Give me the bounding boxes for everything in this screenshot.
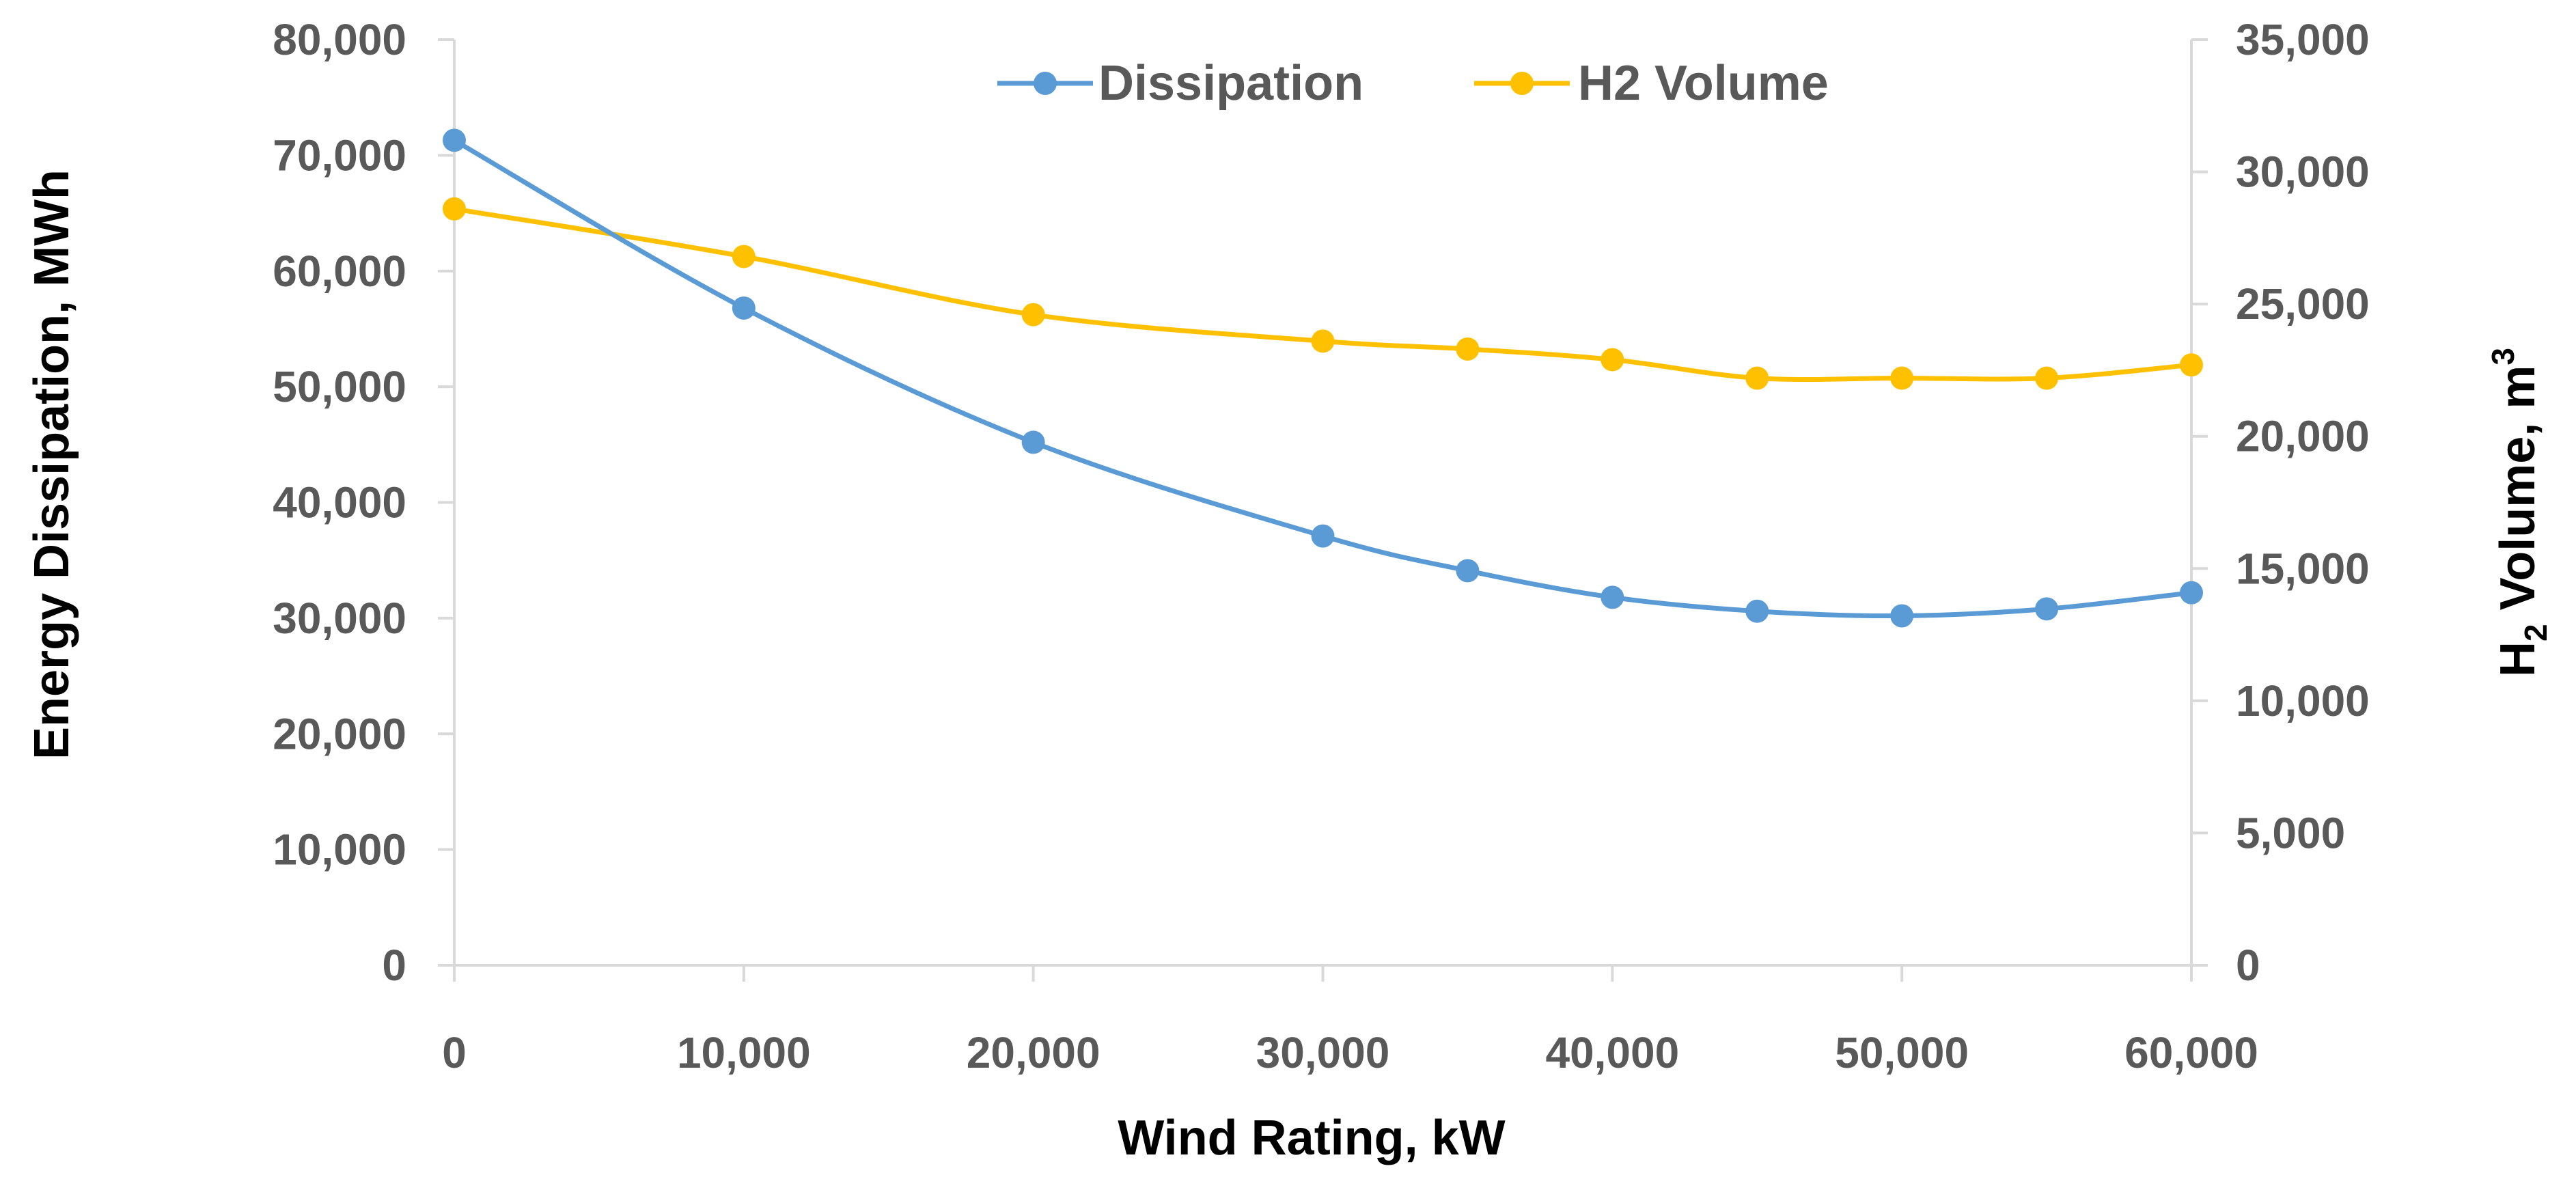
y-tick-label-right: 10,000 — [2236, 676, 2370, 725]
x-axis-title: Wind Rating, kW — [1118, 1111, 1505, 1165]
data-point-dissipation — [1745, 599, 1769, 623]
y-tick-label-right: 20,000 — [2236, 412, 2370, 461]
x-tick-label: 0 — [442, 1028, 467, 1077]
legend-marker-dissipation — [1034, 72, 1057, 95]
y2-title-sup: 3 — [2485, 348, 2521, 365]
data-point-dissipation — [1311, 524, 1335, 548]
x-tick-label: 10,000 — [677, 1028, 811, 1077]
legend-label-h2-volume: H2 Volume — [1578, 56, 1829, 111]
x-tick-label: 30,000 — [1256, 1028, 1390, 1077]
legend-label-dissipation: Dissipation — [1098, 56, 1363, 111]
y-tick-label-right: 0 — [2236, 941, 2260, 990]
x-tick-label: 50,000 — [1835, 1028, 1969, 1077]
series-layer — [443, 128, 2203, 628]
y-tick-label-right: 25,000 — [2236, 279, 2370, 329]
x-axis-ticks: 0 10,000 20,000 30,000 40,000 50,000 60,000 — [442, 965, 2258, 1077]
y-tick-label-left: 50,000 — [273, 362, 406, 411]
y-tick-label-left: 70,000 — [273, 130, 406, 180]
data-point-h2-volume — [732, 245, 756, 268]
data-point-dissipation — [1456, 559, 1480, 583]
y2-title-rest: Volume, m — [2491, 365, 2545, 624]
y-tick-label-left: 60,000 — [273, 247, 406, 296]
y-tick-label-right: 35,000 — [2236, 15, 2370, 64]
data-point-h2-volume — [2035, 366, 2059, 390]
data-point-h2-volume — [2180, 353, 2203, 377]
y-tick-label-right: 30,000 — [2236, 148, 2370, 197]
y2-title-sub: 2 — [2518, 624, 2553, 641]
legend-entry-h2-volume: H2 Volume — [1474, 56, 1829, 111]
axes — [453, 40, 2193, 967]
data-point-dissipation — [1021, 430, 1045, 454]
y-tick-label-left: 40,000 — [273, 478, 406, 527]
y-axis-left-title: Energy Dissipation, MWh — [25, 169, 79, 760]
data-point-dissipation — [443, 128, 466, 152]
y-tick-label-left: 10,000 — [273, 825, 406, 874]
legend-entry-dissipation: Dissipation — [997, 56, 1363, 111]
data-point-h2-volume — [1745, 366, 1769, 390]
y-tick-label-left: 30,000 — [273, 594, 406, 643]
y-axis-left-ticks: 0 10,000 20,000 30,000 40,000 50,000 60,000 70,… — [273, 15, 454, 990]
data-point-h2-volume — [1456, 337, 1480, 361]
y-tick-label-right: 15,000 — [2236, 544, 2370, 593]
data-point-dissipation — [2180, 581, 2203, 605]
y-tick-label-left: 20,000 — [273, 709, 406, 758]
y-tick-label-right: 5,000 — [2236, 808, 2345, 857]
y-axis-right-ticks: 0 5,000 10,000 15,000 20,000 25,000 30,000 35,0… — [2191, 15, 2370, 990]
data-point-h2-volume — [1021, 303, 1045, 327]
data-point-dissipation — [1601, 585, 1624, 609]
series-line-dissipation — [453, 138, 2192, 619]
data-point-h2-volume — [1311, 329, 1335, 353]
data-point-dissipation — [1890, 604, 1914, 628]
x-tick-label: 60,000 — [2124, 1028, 2258, 1077]
legend-marker-h2-volume — [1510, 72, 1534, 95]
data-point-h2-volume — [1601, 348, 1624, 372]
x-tick-label: 40,000 — [1545, 1028, 1679, 1077]
data-point-dissipation — [2035, 597, 2059, 621]
y-axis-right-title: H2 Volume, m3 — [2485, 348, 2553, 677]
y-tick-label-left: 0 — [382, 941, 406, 990]
y2-title-main: H — [2491, 641, 2545, 677]
data-point-h2-volume — [443, 197, 466, 221]
data-point-dissipation — [732, 296, 756, 320]
y-tick-label-left: 80,000 — [273, 15, 406, 64]
legend: Dissipation H2 Volume — [997, 56, 1829, 111]
data-point-h2-volume — [1890, 366, 1914, 390]
x-tick-label: 20,000 — [967, 1028, 1100, 1077]
